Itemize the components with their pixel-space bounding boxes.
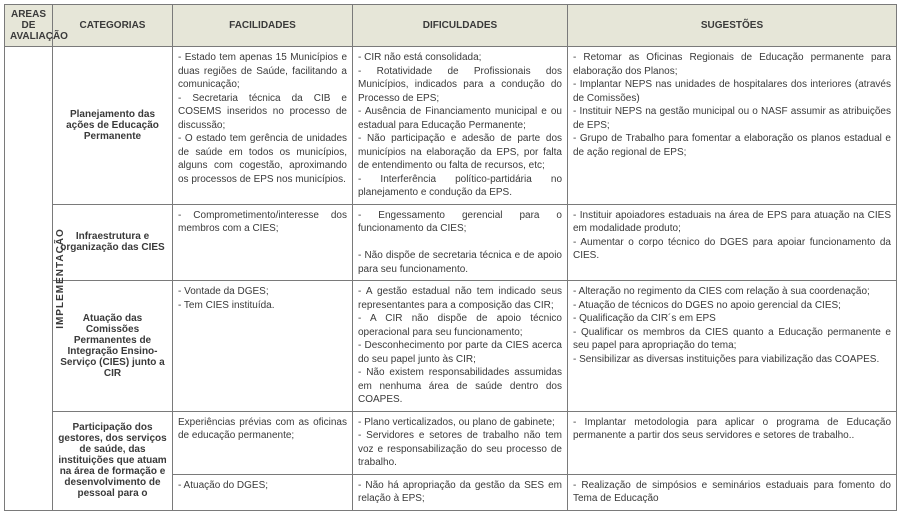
area-label: IMPLEMENTAÇÃO — [55, 228, 66, 329]
evaluation-table: AREAS DE AVALIAÇÃO CATEGORIAS FACILIDADE… — [4, 4, 897, 511]
sugestoes-cell: - Alteração no regimento da CIES com rel… — [568, 281, 897, 412]
table-row: Atuação das Comissões Permanentes de Int… — [5, 281, 897, 412]
dificuldades-cell: - Plano verticalizados, ou plano de gabi… — [353, 411, 568, 474]
header-categorias: CATEGORIAS — [53, 5, 173, 47]
dificuldades-cell: - CIR não está consolidada;- Rotatividad… — [353, 47, 568, 205]
facilidades-cell: - Estado tem apenas 15 Municípios e duas… — [173, 47, 353, 205]
table-row: Participação dos gestores, dos serviços … — [5, 411, 897, 474]
dificuldades-cell: - A gestão estadual não tem indicado seu… — [353, 281, 568, 412]
sugestoes-cell: - Implantar metodologia para aplicar o p… — [568, 411, 897, 474]
facilidades-cell: - Vontade da DGES;- Tem CIES instituída. — [173, 281, 353, 412]
area-label-cell: IMPLEMENTAÇÃO — [5, 47, 53, 511]
header-areas: AREAS DE AVALIAÇÃO — [5, 5, 53, 47]
sugestoes-cell: - Instituir apoiadores estaduais na área… — [568, 204, 897, 281]
category-cell: Infraestrutura e organização das CIES — [53, 204, 173, 281]
header-sugestoes: SUGESTÕES — [568, 5, 897, 47]
table-row: Infraestrutura e organização das CIES - … — [5, 204, 897, 281]
header-row: AREAS DE AVALIAÇÃO CATEGORIAS FACILIDADE… — [5, 5, 897, 47]
sugestoes-cell: - Retomar as Oficinas Regionais de Educa… — [568, 47, 897, 205]
facilidades-cell: Experiências prévias com as oficinas de … — [173, 411, 353, 474]
dificuldades-cell: - Engessamento gerencial para o funciona… — [353, 204, 568, 281]
header-facilidades: FACILIDADES — [173, 5, 353, 47]
header-dificuldades: DIFICULDADES — [353, 5, 568, 47]
table-row: IMPLEMENTAÇÃO Planejamento das ações de … — [5, 47, 897, 205]
category-cell: Participação dos gestores, dos serviços … — [53, 411, 173, 510]
category-cell: Planejamento das ações de Educação Perma… — [53, 47, 173, 205]
category-cell: Atuação das Comissões Permanentes de Int… — [53, 281, 173, 412]
facilidades-cell: - Comprometimento/interesse dos membros … — [173, 204, 353, 281]
